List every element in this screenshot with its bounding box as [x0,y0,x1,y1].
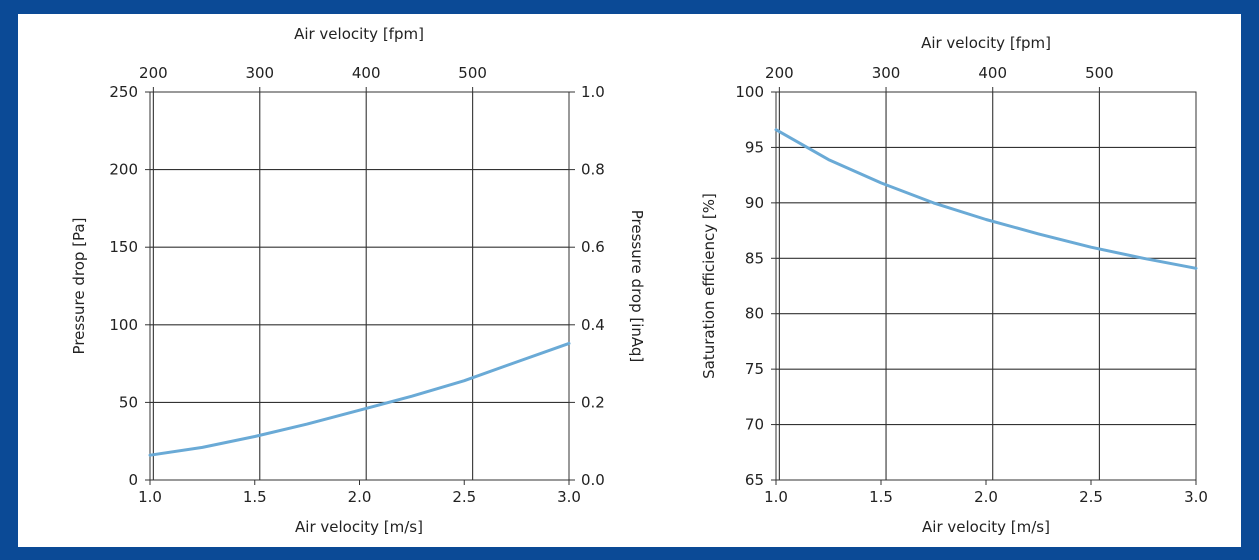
saturation-x2-tick-label: 500 [1085,64,1114,82]
pressure-x-tick-label: 1.5 [243,488,267,506]
pressure-chart-x-axis-title: Air velocity [m/s] [295,518,423,536]
pressure-y2-tick-label: 0.8 [581,161,605,179]
pressure-series-line [148,341,571,457]
pressure-y-tick-label: 150 [109,238,138,256]
saturation-x-tick-label: 3.0 [1184,488,1208,506]
pressure-x2-tick-label: 500 [458,64,487,82]
saturation-y-tick-label: 90 [745,194,764,212]
pressure-x-tick-label: 1.0 [138,488,162,506]
pressure-chart-top-axis-title: Air velocity [fpm] [294,25,424,43]
pressure-chart-y2-axis-title: Pressure drop [inAq] [628,210,646,363]
pressure-y-tick-label: 100 [109,316,138,334]
pressure-y-tick-label: 0 [128,471,138,489]
pressure-x-tick-label: 3.0 [557,488,581,506]
saturation-chart-x-axis-title: Air velocity [m/s] [922,518,1050,536]
saturation-x-tick-label: 1.5 [869,488,893,506]
saturation-x2-tick-label: 300 [872,64,901,82]
saturation-x2-tick-label: 200 [765,64,794,82]
pressure-x2-tick-label: 300 [245,64,274,82]
saturation-y-tick-label: 95 [745,138,764,156]
figure-panel [18,14,1241,547]
pressure-x2-tick-label: 200 [139,64,168,82]
pressure-chart-y-axis-title: Pressure drop [Pa] [70,218,88,355]
pressure-x-tick-label: 2.5 [452,488,476,506]
saturation-x2-tick-label: 400 [978,64,1007,82]
pressure-y-tick-label: 250 [109,83,138,101]
pressure-chart-grid [150,91,569,481]
pressure-y2-tick-label: 0.2 [581,393,605,411]
saturation-y-tick-label: 75 [745,360,764,378]
saturation-chart-grid [776,91,1196,481]
saturation-y-tick-label: 80 [745,305,764,323]
pressure-x2-tick-label: 400 [352,64,381,82]
saturation-y-tick-label: 70 [745,416,764,434]
pressure-chart-frame [149,91,570,481]
saturation-x-tick-label: 1.0 [764,488,788,506]
pressure-y-tick-label: 200 [109,161,138,179]
pressure-chart-series [148,341,571,457]
saturation-x-tick-label: 2.5 [1079,488,1103,506]
pressure-y2-tick-label: 0.6 [581,238,605,256]
pressure-y2-tick-label: 0.0 [581,471,605,489]
pressure-y-tick-label: 50 [119,393,138,411]
saturation-chart-top-axis-title: Air velocity [fpm] [921,34,1051,52]
pressure-y2-tick-label: 0.4 [581,316,605,334]
saturation-y-tick-label: 65 [745,471,764,489]
saturation-y-tick-label: 100 [735,83,764,101]
saturation-chart-series [774,128,1198,270]
saturation-series-line [774,128,1198,270]
saturation-y-tick-label: 85 [745,249,764,267]
pressure-y2-tick-label: 1.0 [581,83,605,101]
saturation-chart-y-axis-title: Saturation efficiency [%] [700,193,718,379]
pressure-x-tick-label: 2.0 [348,488,372,506]
saturation-chart-frame [775,91,1197,481]
saturation-x-tick-label: 2.0 [974,488,998,506]
